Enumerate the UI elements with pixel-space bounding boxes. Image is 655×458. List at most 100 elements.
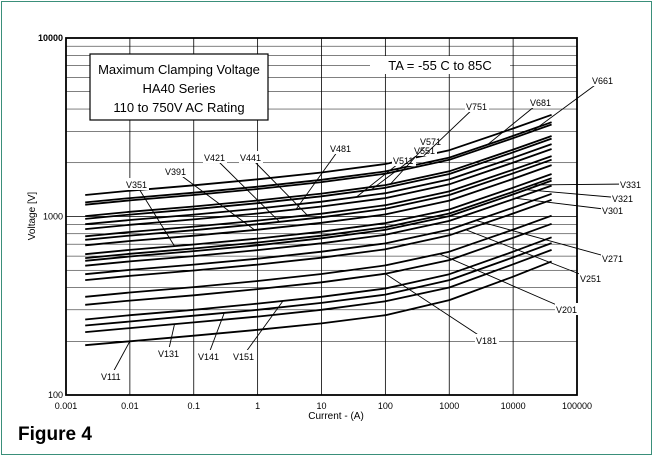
series-label-v181: V181 — [476, 336, 497, 346]
series-label-v321: V321 — [612, 194, 633, 204]
leader-line-v421 — [213, 156, 280, 223]
series-label-v551: V551 — [414, 146, 435, 156]
curve-v201 — [85, 214, 552, 298]
leader-line-v661 — [532, 79, 603, 132]
series-label-v441: V441 — [240, 153, 261, 163]
title-line-1: Maximum Clamping Voltage — [98, 62, 260, 77]
leader-line-v271 — [475, 220, 613, 259]
x-axis-label: Current - (A) — [308, 411, 364, 422]
y-tick-label: 100 — [48, 390, 63, 400]
series-label-bg — [203, 151, 227, 163]
curve-v391 — [85, 164, 552, 247]
condition-box: TA = -55 C to 85C — [370, 56, 510, 74]
x-tick-label: 1 — [255, 401, 260, 411]
series-label-bg — [529, 96, 553, 108]
leader-line-v141 — [207, 312, 225, 357]
series-label-v511: V511 — [393, 156, 413, 166]
curve-v321 — [85, 179, 552, 262]
series-label-v201: V201 — [556, 305, 577, 315]
leader-line-v351 — [135, 183, 175, 247]
curve-v751 — [85, 113, 552, 196]
leader-line-v151 — [242, 300, 284, 357]
condition-label: TA = -55 C to 85C — [388, 58, 491, 73]
series-label-bg — [611, 192, 635, 204]
x-tick-label: 0.01 — [121, 401, 139, 411]
series-label-v251: V251 — [580, 274, 601, 284]
leader-line-v571 — [390, 140, 431, 185]
series-label-bg — [555, 303, 579, 315]
series-label-v421: V421 — [204, 153, 225, 163]
series-label-v131: V131 — [158, 349, 179, 359]
series-label-bg — [475, 334, 499, 346]
x-tick-labels: 0.001 0.01 0.1 1 10 100 1000 10000 100000 — [55, 401, 592, 411]
series-label-bg — [591, 74, 615, 86]
y-axis-label: Voltage [V] — [27, 192, 38, 241]
curve-v351 — [85, 173, 552, 256]
series-label-bg — [197, 350, 221, 362]
leader-line-v481 — [295, 147, 341, 210]
leader-line-v251 — [465, 229, 591, 279]
curve-v331 — [85, 177, 552, 259]
x-tick-label: 100 — [378, 401, 393, 411]
x-tick-label: 10000 — [501, 401, 526, 411]
title-line-3: 110 to 750V AC Rating — [113, 100, 244, 115]
curve-v441 — [85, 155, 552, 238]
series-label-bg — [601, 252, 625, 264]
curve-v181 — [85, 222, 552, 306]
curve-v271 — [85, 192, 552, 276]
title-line-2: HA40 Series — [143, 81, 216, 96]
series-label-bg — [619, 178, 643, 190]
leader-line-v201 — [439, 253, 567, 310]
curve-v301 — [85, 184, 552, 267]
figure-label: Figure 4 — [18, 424, 92, 445]
curve-v421 — [85, 158, 552, 241]
series-label-v481: V481 — [330, 144, 351, 154]
series-label-v331: V331 — [620, 180, 641, 190]
x-tick-label: 100000 — [562, 401, 592, 411]
x-tick-label: 1000 — [439, 401, 459, 411]
series-label-bg — [419, 135, 443, 147]
series-label-bg — [329, 142, 353, 154]
leader-line-v681 — [487, 101, 541, 145]
leader-line-v441 — [249, 156, 308, 216]
series-label-bg — [239, 151, 263, 163]
leader-line-v331 — [532, 183, 631, 186]
series-label-v151: V151 — [233, 352, 254, 362]
series-label-bg — [100, 370, 124, 382]
series-label-v351: V351 — [126, 180, 147, 190]
curve-v551 — [85, 137, 552, 220]
curve-v481 — [85, 148, 552, 230]
series-label-v301: V301 — [602, 206, 623, 216]
curve-v111 — [85, 260, 552, 347]
x-tick-label: 0.001 — [55, 401, 78, 411]
leader-line-v301 — [515, 197, 613, 211]
series-label-v141: V141 — [198, 352, 219, 362]
curve-v251 — [85, 198, 552, 281]
series-label-v751: V751 — [466, 102, 487, 112]
x-tick-label: 0.1 — [187, 401, 200, 411]
series-label-bg — [601, 204, 625, 216]
curve-v151 — [85, 236, 552, 321]
series-label-bg — [579, 272, 603, 284]
leader-line-v181 — [385, 273, 487, 341]
series-label-v681: V681 — [530, 98, 551, 108]
leader-line-v511 — [355, 159, 404, 198]
curve-v511 — [85, 143, 552, 226]
x-tick-label: 10 — [316, 401, 326, 411]
curve-v141 — [85, 242, 552, 327]
curve-v131 — [85, 249, 552, 333]
series-label-bg — [125, 178, 149, 190]
series-label-bg — [164, 165, 188, 177]
curve-v681 — [85, 121, 552, 204]
plot-border — [65, 37, 578, 396]
curve-v571 — [85, 135, 552, 217]
y-tick-label: 1000 — [43, 212, 63, 222]
series-label-v571: V571 — [420, 137, 441, 147]
series-label-v661: V661 — [592, 76, 613, 86]
series-label-v271: V271 — [602, 254, 623, 264]
y-tick-label: 10000 — [38, 33, 63, 43]
y-tick-labels: 100 1000 10000 — [38, 33, 63, 400]
series-label-v111: V111 — [101, 372, 121, 382]
